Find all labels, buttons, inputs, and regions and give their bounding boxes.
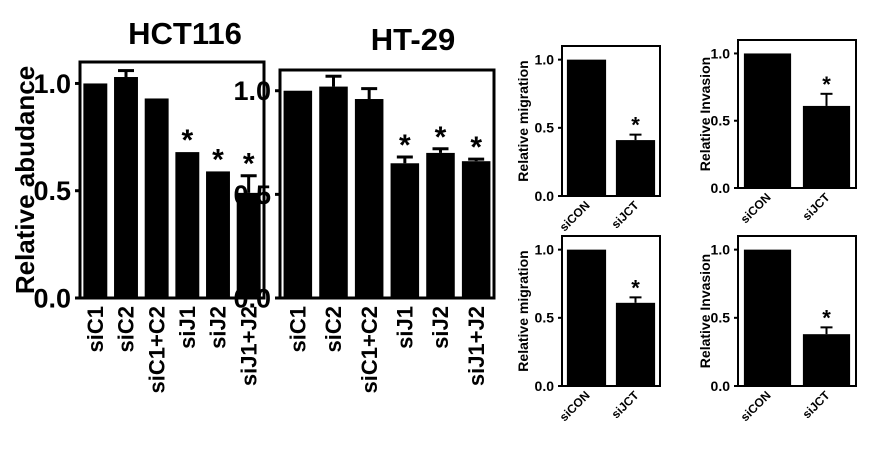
y-tick-label: 0.0 bbox=[711, 378, 731, 394]
category-label: siJ1+J2 bbox=[464, 306, 489, 386]
y-axis-label: Relative abudance bbox=[10, 66, 40, 294]
bar bbox=[426, 152, 455, 298]
plot-frame bbox=[737, 235, 857, 387]
bar bbox=[566, 59, 607, 196]
category-label: siJ2 bbox=[206, 306, 231, 349]
y-tick-label: 0.5 bbox=[711, 113, 731, 129]
panel-invasion-bottom: 0.0 0.5 1.0 siCON * siJCT Relative Invasion bbox=[697, 235, 857, 424]
y-tick-label: 1.0 bbox=[535, 242, 555, 258]
y-axis-label: Relative migration bbox=[515, 60, 531, 181]
plot-frame bbox=[78, 60, 266, 300]
chart-title: HCT116 bbox=[128, 16, 242, 51]
bar bbox=[743, 53, 792, 188]
significance-star: * bbox=[470, 131, 482, 164]
plot-frame bbox=[561, 235, 661, 387]
y-tick-label: 0.0 bbox=[233, 283, 271, 313]
significance-star: * bbox=[212, 143, 224, 176]
bar bbox=[390, 163, 420, 298]
bar bbox=[743, 249, 792, 386]
panel-hct116: 0.0 0.5 1.0 siC1 siC2 siC1+C2 * siJ1 * siJ2 * siJ1+… bbox=[10, 16, 266, 393]
significance-star: * bbox=[181, 124, 193, 157]
y-axis-label: Relative Invasion bbox=[697, 254, 713, 368]
category-label: siJCT bbox=[800, 190, 833, 223]
y-tick-label: 0.0 bbox=[535, 188, 555, 204]
plot-frame bbox=[561, 45, 661, 197]
y-tick-label: 0.0 bbox=[33, 283, 71, 313]
bar bbox=[144, 98, 169, 299]
bar bbox=[236, 192, 261, 298]
category-label: siCON bbox=[738, 190, 774, 226]
bar bbox=[83, 83, 108, 298]
category-label: siJCT bbox=[800, 388, 833, 421]
y-tick-label: 0.5 bbox=[233, 180, 271, 210]
bar bbox=[354, 99, 384, 298]
plot-frame bbox=[737, 39, 857, 189]
bar bbox=[615, 140, 656, 196]
category-label: siJCT bbox=[609, 388, 642, 421]
bar bbox=[615, 302, 656, 386]
category-label: siJ1 bbox=[393, 306, 418, 349]
significance-star: * bbox=[631, 275, 640, 300]
bar bbox=[319, 86, 348, 298]
bar bbox=[114, 77, 138, 298]
y-tick-label: 0.5 bbox=[33, 176, 71, 206]
panel-invasion-top: 0.0 0.5 1.0 siCON * siJCT Relative Invasion bbox=[697, 39, 857, 226]
category-label: siC1+C2 bbox=[357, 306, 382, 393]
significance-star: * bbox=[243, 148, 255, 181]
panel-migration-top: 0.0 0.5 1.0 siCON * siJCT Relative migration bbox=[515, 45, 661, 234]
y-tick-label: 1.0 bbox=[535, 52, 555, 68]
y-tick-label: 1.0 bbox=[33, 69, 71, 99]
y-tick-label: 0.0 bbox=[711, 180, 731, 196]
bar bbox=[283, 90, 313, 299]
y-tick-label: 1.0 bbox=[233, 76, 271, 106]
significance-star: * bbox=[631, 113, 640, 138]
category-label: siC2 bbox=[321, 306, 346, 352]
significance-star: * bbox=[822, 305, 831, 330]
category-label: siJ1 bbox=[175, 306, 200, 349]
category-label: siJCT bbox=[609, 198, 642, 231]
category-label: siC1 bbox=[83, 306, 108, 352]
y-tick-label: 0.5 bbox=[535, 120, 555, 136]
y-tick-label: 0.5 bbox=[711, 310, 731, 326]
bar bbox=[802, 334, 851, 386]
y-tick-label: 1.0 bbox=[711, 45, 731, 61]
y-tick-label: 0.5 bbox=[535, 310, 555, 326]
bar bbox=[175, 152, 200, 298]
plot-frame bbox=[278, 68, 496, 300]
category-label: siC2 bbox=[114, 306, 139, 352]
category-label: siCON bbox=[557, 388, 593, 424]
chart-title: HT-29 bbox=[371, 22, 455, 57]
y-axis-label: Relative migration bbox=[515, 250, 531, 371]
category-label: siJ1+J2 bbox=[236, 306, 261, 386]
category-label: siC1+C2 bbox=[144, 306, 169, 393]
significance-star: * bbox=[435, 121, 447, 154]
y-tick-label: 1.0 bbox=[711, 242, 731, 258]
bar bbox=[461, 161, 491, 298]
y-axis-label: Relative Invasion bbox=[697, 57, 713, 171]
significance-star: * bbox=[822, 72, 831, 97]
panel-migration-bottom: 0.0 0.5 1.0 siCON * siJCT Relative migration bbox=[515, 235, 661, 424]
category-label: siC1 bbox=[286, 306, 311, 352]
category-label: siCON bbox=[557, 198, 593, 234]
bar bbox=[566, 249, 607, 386]
significance-star: * bbox=[399, 129, 411, 162]
category-label: siCON bbox=[738, 388, 774, 424]
category-label: siJ2 bbox=[428, 306, 453, 349]
panel-ht29: 0.0 0.5 1.0 siC1 siC2 siC1+C2 * siJ1 * siJ2 * siJ1+… bbox=[233, 22, 496, 393]
bar bbox=[802, 105, 851, 188]
y-tick-label: 0.0 bbox=[535, 378, 555, 394]
bar bbox=[206, 171, 230, 298]
